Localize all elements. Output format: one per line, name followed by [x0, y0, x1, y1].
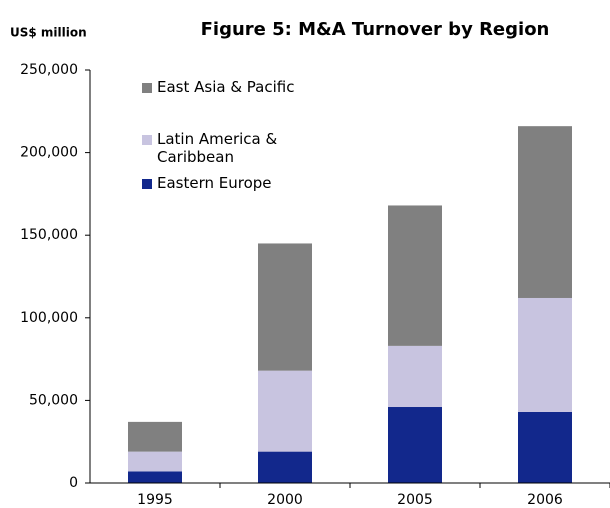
- y-axis-label: US$ million: [10, 26, 87, 40]
- legend-label: East Asia & Pacific: [157, 78, 295, 96]
- bar-segment: [518, 297, 572, 412]
- legend-swatch: [142, 135, 152, 145]
- bar-segment: [388, 205, 442, 346]
- bar-segment: [128, 471, 182, 483]
- bar-segment: [258, 370, 312, 452]
- legend-label: Latin America & Caribbean: [157, 130, 278, 166]
- y-tick-label: 150,000: [20, 227, 78, 243]
- legend-label: Eastern Europe: [157, 174, 272, 192]
- legend: East Asia & Pacific Latin America & Carib…: [142, 78, 312, 200]
- bar-segment: [128, 451, 182, 472]
- x-tick-label: 1995: [137, 492, 173, 508]
- bar-segment: [518, 411, 572, 483]
- legend-item: East Asia & Pacific: [142, 78, 312, 96]
- y-tick-label: 50,000: [29, 392, 78, 408]
- y-tick-label: 200,000: [20, 145, 78, 161]
- legend-item: Eastern Europe: [142, 174, 312, 192]
- legend-swatch: [142, 83, 152, 93]
- bar-segment: [388, 407, 442, 483]
- y-tick-label: 250,000: [20, 62, 78, 78]
- bar-segment: [388, 345, 442, 408]
- y-tick-label: 0: [69, 475, 78, 491]
- x-tick-label: 2005: [397, 492, 433, 508]
- x-tick-label: 2000: [267, 492, 303, 508]
- y-tick-label: 100,000: [20, 310, 78, 326]
- x-tick-label: 2006: [527, 492, 563, 508]
- bar-segment: [258, 243, 312, 371]
- bar-segment: [258, 451, 312, 483]
- chart-title: Figure 5: M&A Turnover by Region: [201, 19, 550, 40]
- legend-swatch: [142, 179, 152, 189]
- bar-segment: [518, 126, 572, 298]
- bar-segment: [128, 421, 182, 452]
- legend-item: Latin America & Caribbean: [142, 130, 312, 166]
